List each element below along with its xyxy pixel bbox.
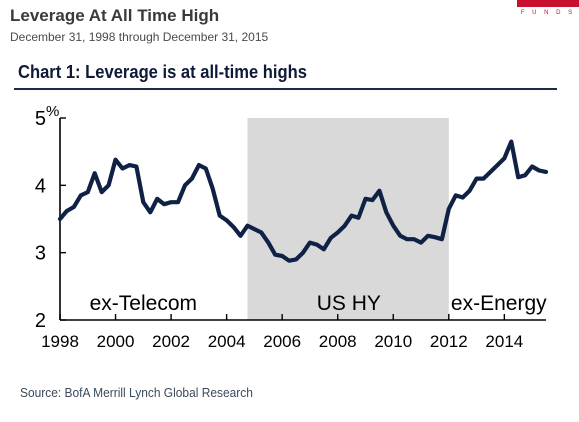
slide-title: Leverage At All Time High: [10, 6, 220, 25]
region-label: ex-Telecom: [90, 292, 197, 315]
y-tick-label: 4: [35, 175, 46, 197]
x-tick-label: 2014: [485, 332, 523, 351]
x-tick-label: 2012: [430, 332, 468, 351]
chart-ticks: 2 3 4 5 % 1998 2000 2002 2004 2006 2008 2010 2012 201…: [35, 103, 523, 351]
x-tick-label: 2010: [374, 332, 412, 351]
x-tick-label: 2000: [97, 332, 135, 351]
x-tick-label: 2002: [152, 332, 190, 351]
fund-logo: F U N D S: [517, 0, 579, 20]
title-rule: [14, 88, 557, 90]
region-label: ex-Energy: [451, 292, 547, 315]
source-note: Source: BofA Merrill Lynch Global Resear…: [20, 385, 253, 400]
leverage-line-chart: 2 3 4 5 % 1998 2000 2002 2004 2006 2008 2010 2012 201…: [35, 103, 549, 351]
y-axis-unit-label: %: [46, 103, 59, 120]
leverage-series-line: [57, 139, 549, 263]
y-tick-label: 2: [35, 310, 46, 332]
region-label: US HY: [317, 292, 381, 315]
x-tick-label: 2006: [263, 332, 301, 351]
x-tick-label: 1998: [41, 332, 79, 351]
logo-bar: [517, 0, 579, 7]
x-tick-label: 2004: [208, 332, 246, 351]
y-tick-label: 3: [35, 243, 46, 265]
logo-text: F U N D S: [520, 10, 576, 16]
y-tick-label: 5: [35, 108, 46, 130]
chart-annotations: ex-Telecom US HY ex-Energy: [90, 292, 548, 315]
chart-title: Chart 1: Leverage is at all-time highs: [18, 62, 307, 82]
slide-subtitle: December 31, 1998 through December 31, 2…: [10, 30, 269, 44]
x-tick-label: 2008: [319, 332, 357, 351]
